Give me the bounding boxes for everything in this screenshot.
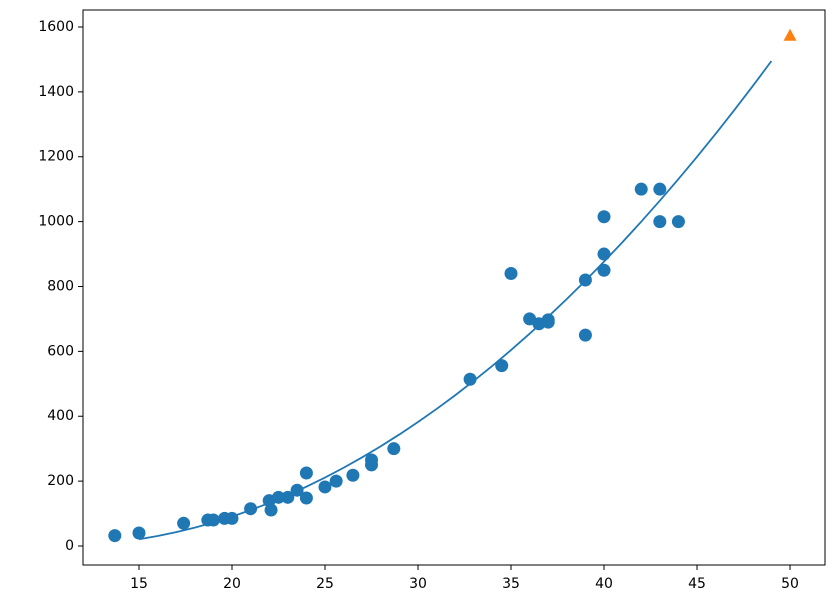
- point: [387, 442, 401, 456]
- x-tick-label: 25: [316, 576, 334, 592]
- fit-line: [138, 60, 773, 541]
- point: [578, 328, 592, 342]
- point: [299, 466, 313, 480]
- point: [634, 182, 648, 196]
- point: [597, 247, 611, 261]
- triangle-point: [783, 28, 797, 41]
- point: [132, 526, 146, 540]
- point: [597, 210, 611, 224]
- y-tick-label: 1600: [38, 19, 74, 35]
- point: [597, 263, 611, 277]
- y-tick-label: 800: [47, 278, 74, 294]
- point: [365, 458, 379, 472]
- point: [177, 516, 191, 530]
- point: [671, 215, 685, 229]
- plot-frame: [82, 9, 826, 566]
- y-tick-label: 1400: [38, 84, 74, 100]
- y-tick-label: 600: [47, 343, 74, 359]
- point: [653, 182, 667, 196]
- y-tick-label: 200: [47, 473, 74, 489]
- point: [463, 372, 477, 386]
- y-tick-label: 1000: [38, 214, 74, 230]
- point: [346, 468, 360, 482]
- point: [653, 215, 667, 229]
- x-tick-label: 35: [502, 576, 520, 592]
- point: [299, 491, 313, 505]
- point: [329, 474, 343, 488]
- point: [495, 359, 509, 373]
- x-tick-label: 15: [130, 576, 148, 592]
- x-tick-label: 30: [409, 576, 427, 592]
- x-tick-label: 50: [781, 576, 799, 592]
- x-tick-label: 40: [595, 576, 613, 592]
- point: [318, 480, 332, 494]
- x-tick-label: 45: [688, 576, 706, 592]
- y-tick-label: 1200: [38, 149, 74, 165]
- point: [504, 267, 518, 281]
- point: [108, 529, 122, 543]
- point: [264, 503, 278, 517]
- y-tick-label: 400: [47, 408, 74, 424]
- plot-area: [83, 10, 825, 565]
- x-tick-label: 20: [223, 576, 241, 592]
- y-tick-label: 0: [65, 538, 74, 554]
